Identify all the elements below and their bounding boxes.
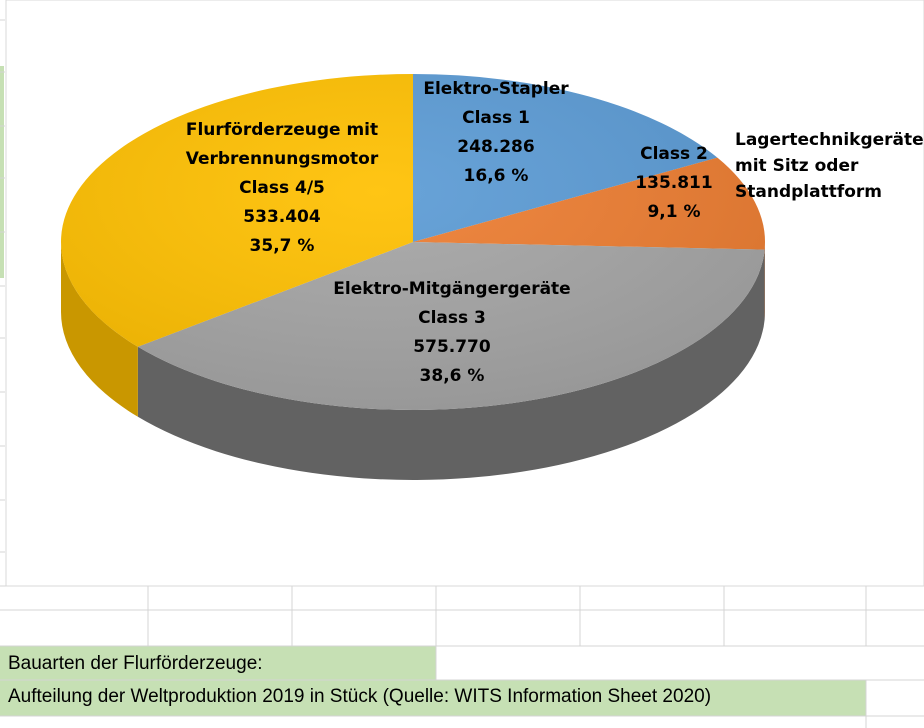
pie-labels: Elektro-Stapler Class 1 248.286 16,6 % Class… <box>186 79 924 386</box>
slice-value-label-2: 135.811 <box>635 173 712 193</box>
slice-label-text-1: Class 1 <box>462 108 530 128</box>
slice-label-text-3: Class 3 <box>418 308 486 328</box>
slice-value-label-4: 533.404 <box>243 207 321 227</box>
slice-label-text-4: Class 4/5 <box>239 178 325 198</box>
pie-side-slice-3 <box>137 249 765 481</box>
slice-value-label-1: 248.286 <box>457 137 534 157</box>
caption-line-2[interactable]: Aufteilung der Weltproduktion 2019 in St… <box>8 686 712 707</box>
slice-percent-label-4: 35,7 % <box>250 236 315 256</box>
caption-cell-1 <box>0 646 436 680</box>
slice-label-text-4: Verbrennungsmotor <box>186 149 379 169</box>
slice-label-text-3: Elektro-Mitgängergeräte <box>333 279 570 299</box>
caption-line-1[interactable]: Bauarten der Flurförderzeuge: <box>8 653 263 674</box>
slice-percent-label-3: 38,6 % <box>420 366 485 386</box>
outside-label-line-3: Standplattform <box>735 182 882 202</box>
caption-cell-2 <box>0 680 866 716</box>
slice-label-text-2: Class 2 <box>640 144 708 164</box>
slice-label-text-1: Elektro-Stapler <box>423 79 569 99</box>
slice-percent-label-2: 9,1 % <box>647 202 700 222</box>
outside-label-line-1: Lagertechnikgeräte <box>735 130 924 150</box>
slice-label-text-4: Flurförderzeuge mit <box>186 120 378 140</box>
selected-cell-edge <box>0 66 4 278</box>
slice-percent-label-1: 16,6 % <box>464 166 529 186</box>
pie-top-faces <box>60 74 765 411</box>
outside-label-line-2: mit Sitz oder <box>735 156 859 176</box>
slice-value-label-3: 575.770 <box>413 337 491 357</box>
